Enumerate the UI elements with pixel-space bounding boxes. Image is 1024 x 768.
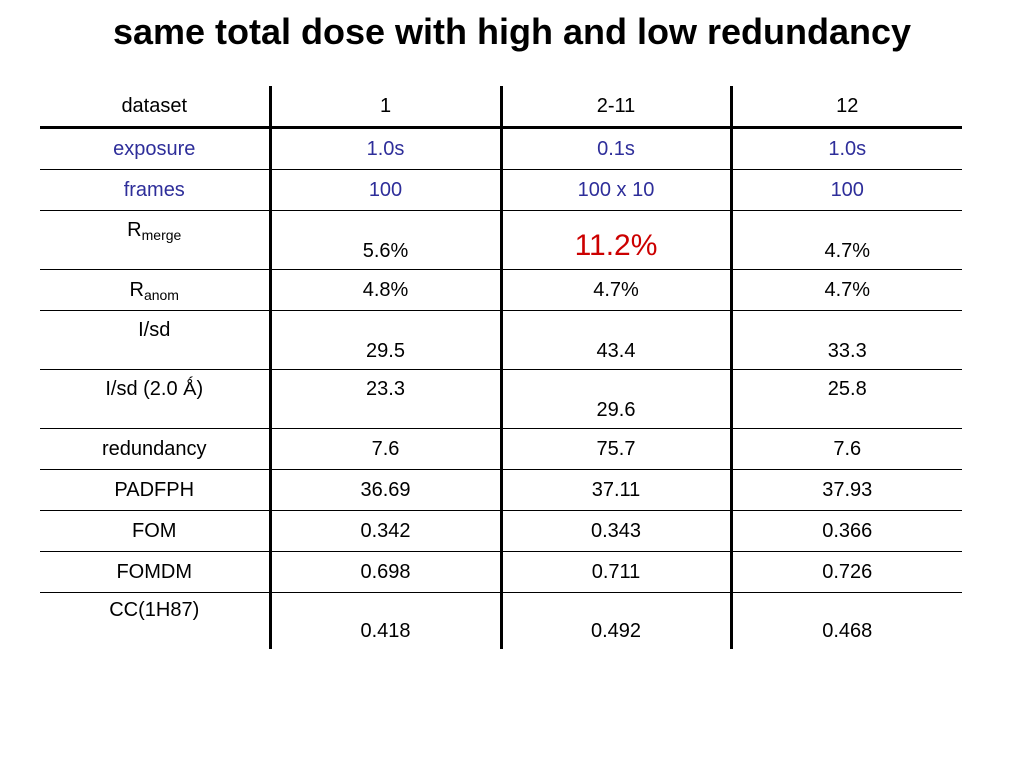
table-cell: 43.4	[499, 310, 731, 370]
row-label: PADFPH	[40, 469, 270, 511]
table-cell: 29.5	[268, 310, 501, 370]
table-row-ranom: Ranom 4.8% 4.7% 4.7%	[40, 269, 962, 311]
table-cell: 0.366	[729, 510, 962, 552]
row-label-main: R	[127, 219, 142, 241]
header-dataset-2-11: 2-11	[499, 86, 731, 129]
table-cell: 25.8	[729, 369, 962, 429]
table-cell: 7.6	[268, 428, 501, 470]
table-cell: 29.6	[499, 369, 731, 429]
table-row-fom: FOM 0.342 0.343 0.366	[40, 510, 962, 552]
row-label: FOMDM	[40, 551, 270, 593]
row-label: frames	[40, 169, 270, 211]
table-row-isd-2A: I/sd (2.0 Ǻ) 23.3 29.6 25.8	[40, 369, 962, 429]
table-cell: 100	[729, 169, 962, 211]
table-cell: 0.342	[268, 510, 501, 552]
row-label: exposure	[40, 127, 270, 170]
row-label: FOM	[40, 510, 270, 552]
table-cell: 7.6	[729, 428, 962, 470]
table-cell: 0.343	[499, 510, 731, 552]
header-dataset-12: 12	[729, 86, 962, 129]
table-cell: 100	[268, 169, 501, 211]
table-cell: 4.7%	[729, 210, 962, 270]
table-row-exposure: exposure 1.0s 0.1s 1.0s	[40, 127, 962, 170]
row-label: CC(1H87)	[109, 599, 200, 621]
row-label-subscript: merge	[141, 227, 182, 243]
row-label: I/sd	[40, 310, 270, 370]
row-label: redundancy	[40, 428, 270, 470]
row-label-main: R	[129, 278, 144, 301]
table-cell: 100 x 10	[499, 169, 731, 211]
table-cell: 0.1s	[499, 127, 731, 170]
row-label-subscript: anom	[143, 286, 179, 303]
table-cell: 5.6%	[268, 210, 501, 270]
table-row-isd: I/sd 29.5 43.4 33.3	[40, 310, 962, 370]
row-label: Ranom	[40, 269, 270, 311]
table-row-frames: frames 100 100 x 10 100	[40, 169, 962, 211]
header-dataset-1: 1	[268, 86, 501, 129]
table-cell: 0.698	[268, 551, 501, 593]
table-row-rmerge: Rmerge 5.6% 11.2% 4.7%	[40, 210, 962, 270]
table-cell: 37.11	[499, 469, 731, 511]
table-cell: 0.468	[729, 592, 962, 649]
table-row-redundancy: redundancy 7.6 75.7 7.6	[40, 428, 962, 470]
table-cell: 0.418	[268, 592, 501, 649]
table-cell: 1.0s	[268, 127, 501, 170]
table-cell: 0.492	[499, 592, 731, 649]
table-cell: 4.8%	[268, 269, 501, 311]
table-row-padfph: PADFPH 36.69 37.11 37.93	[40, 469, 962, 511]
table-row-fomdm: FOMDM 0.698 0.711 0.726	[40, 551, 962, 593]
table-cell: 0.711	[499, 551, 731, 593]
row-label: Rmerge	[40, 210, 270, 270]
table-cell: 33.3	[729, 310, 962, 370]
row-label: I/sd (2.0 Ǻ)	[40, 369, 270, 429]
table-cell: 37.93	[729, 469, 962, 511]
data-table: dataset 1 2-11 12 exposure 1.0s 0.1s 1.0…	[40, 86, 962, 649]
table-row-cc1h87: CC(1H87) 0.418 0.492 0.468	[40, 592, 962, 649]
header-row: dataset 1 2-11 12	[40, 86, 962, 129]
table-cell: 4.7%	[499, 269, 731, 311]
table-cell: 36.69	[268, 469, 501, 511]
page-title: same total dose with high and low redund…	[112, 11, 912, 52]
table-cell: 75.7	[499, 428, 731, 470]
table-cell: 0.726	[729, 551, 962, 593]
table-cell: 1.0s	[729, 127, 962, 170]
table-cell: 23.3	[268, 369, 501, 429]
table-cell-highlight: 11.2%	[499, 210, 731, 270]
header-dataset: dataset	[40, 86, 270, 129]
table-cell: 4.7%	[729, 269, 962, 311]
